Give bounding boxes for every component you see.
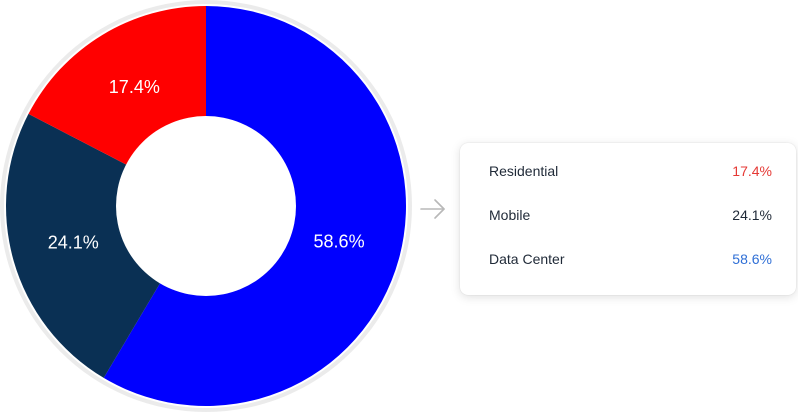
arrow-right-icon [420,199,445,219]
donut-slice-labels: 58.6% 24.1% 17.4% [48,77,365,253]
legend-label: Mobile [489,207,531,223]
legend-value: 17.4% [732,163,772,179]
legend-label: Data Center [489,251,565,267]
donut-chart-svg: 58.6% 24.1% 17.4% [0,0,412,412]
legend-card: Residential 17.4% Mobile 24.1% Data Cent… [460,143,796,295]
legend-label: Residential [489,163,559,179]
donut-slice-mobile [6,113,207,378]
slice-label-data-center: 58.6% [314,231,365,251]
legend-row-data-center: Data Center 58.6% [460,248,796,292]
slice-label-residential: 17.4% [109,77,160,97]
legend-value: 58.6% [732,251,772,267]
legend-value: 24.1% [732,207,772,223]
donut-hole [116,116,296,296]
legend-row-mobile: Mobile 24.1% [460,204,796,248]
legend-row-residential: Residential 17.4% [460,160,796,204]
donut-chart: 58.6% 24.1% 17.4% [0,0,412,412]
slice-label-mobile: 24.1% [48,233,99,253]
